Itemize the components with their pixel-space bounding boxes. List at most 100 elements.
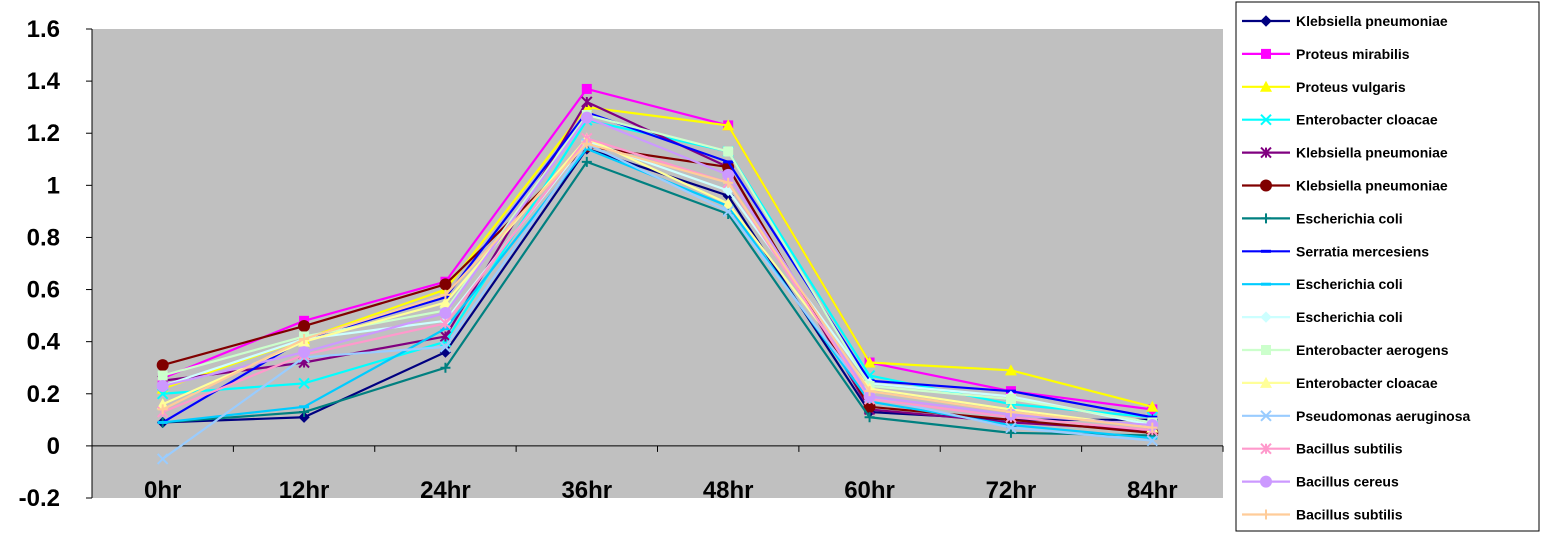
data-point (723, 146, 734, 157)
legend-marker (1260, 376, 1272, 388)
legend-label: Enterobacter cloacae (1296, 375, 1438, 391)
data-point (298, 346, 311, 359)
legend-marker (1261, 213, 1271, 224)
data-point (863, 390, 876, 403)
legend-marker (1261, 509, 1271, 520)
data-point (722, 205, 734, 218)
legend-label: Proteus mirabilis (1296, 46, 1410, 62)
data-point (157, 370, 168, 381)
x-tick-label: 12hr (279, 477, 330, 504)
data-point (1005, 407, 1016, 418)
data-point (723, 160, 734, 164)
data-point (1005, 423, 1016, 427)
legend-marker (1260, 80, 1272, 92)
data-point (722, 197, 735, 209)
series-line (162, 119, 1153, 419)
legend-marker (1260, 442, 1272, 455)
y-tick-label: 1.2 (27, 120, 60, 147)
data-point (156, 453, 169, 465)
data-point (580, 111, 593, 124)
y-tick-label: 0.2 (27, 381, 60, 408)
data-point (157, 420, 168, 424)
legend-item: Enterobacter cloacae (1242, 112, 1438, 128)
series-group (156, 83, 1159, 465)
legend-marker (1260, 146, 1272, 159)
data-point (864, 386, 875, 397)
data-point (156, 398, 169, 410)
legend-marker (1260, 475, 1272, 488)
data-point (298, 320, 311, 333)
legend-item: Bacillus subtilis (1242, 507, 1403, 523)
data-point (1147, 422, 1158, 433)
data-point (1146, 400, 1159, 412)
series-15 (156, 111, 1159, 432)
y-tick-label: 0.4 (27, 329, 61, 356)
legend-item: Escherichia coli (1242, 309, 1403, 325)
y-tick-label: 0 (47, 433, 60, 460)
data-point (439, 317, 452, 330)
data-point (722, 168, 735, 181)
data-point (440, 289, 451, 300)
legend-item: Bacillus cereus (1242, 474, 1399, 490)
legend-marker (1260, 311, 1272, 323)
legend-label: Bacillus subtilis (1296, 441, 1403, 457)
legend-marker (1260, 410, 1272, 422)
legend-item: Enterobacter aerogens (1242, 342, 1449, 358)
x-tick-label: 84hr (1127, 477, 1178, 504)
data-point (863, 356, 876, 368)
data-point (439, 341, 452, 353)
legend-label: Enterobacter cloacae (1296, 112, 1438, 128)
series-16 (157, 138, 1158, 433)
legend-label: Klebsiella pneumoniae (1296, 178, 1448, 194)
x-tick-label: 60hr (844, 477, 895, 504)
series-line (162, 145, 1153, 434)
y-tick-label: 1 (47, 172, 60, 199)
legend-item: Klebsiella pneumoniae (1242, 145, 1448, 161)
legend-marker (1260, 113, 1272, 126)
x-tick-label: 72hr (986, 477, 1037, 504)
legend-label: Escherichia coli (1296, 309, 1403, 325)
legend-item: Escherichia coli (1242, 210, 1403, 226)
data-point (156, 359, 169, 372)
series-line (162, 116, 1153, 427)
series-line (162, 87, 1153, 411)
y-axis: -0.2 0 0.2 0.4 0.6 0.8 1 1.2 1.4 1.6 (19, 16, 93, 512)
x-tick-label: 24hr (420, 477, 471, 504)
series-line (162, 137, 1153, 432)
legend-marker (1261, 345, 1271, 355)
series-line (162, 160, 1153, 437)
legend-label: Escherichia coli (1296, 210, 1403, 226)
data-point (440, 362, 451, 373)
legend-label: Bacillus subtilis (1296, 507, 1403, 523)
data-point (298, 411, 310, 423)
y-tick-label: 0.8 (27, 224, 60, 251)
legend-label: Pseudomonas aeruginosa (1296, 408, 1470, 424)
data-point (299, 405, 310, 409)
legend-marker (1261, 48, 1271, 59)
data-point (439, 296, 452, 308)
data-point (439, 278, 452, 291)
legend-item: Bacillus subtilis (1242, 441, 1403, 457)
data-point (581, 156, 592, 167)
series-line (162, 137, 1153, 429)
data-point (156, 379, 169, 392)
data-point (864, 412, 875, 423)
data-point (1147, 415, 1158, 419)
data-point (581, 83, 592, 94)
legend-label: Bacillus cereus (1296, 474, 1399, 490)
data-point (581, 147, 592, 151)
data-point (1005, 427, 1016, 438)
legend-item: Klebsiella pneumoniae (1242, 13, 1448, 29)
legend-marker (1261, 249, 1271, 253)
x-tick-label: 0hr (144, 477, 181, 504)
series-line (162, 142, 1153, 429)
data-point (299, 407, 310, 418)
data-point (1005, 421, 1017, 434)
legend-label: Escherichia coli (1296, 276, 1403, 292)
data-point (723, 177, 734, 188)
data-point (157, 404, 168, 415)
data-point (1146, 434, 1159, 447)
data-point (299, 334, 310, 345)
legend: Klebsiella pneumoniae Proteus mirabilis Pr… (1235, 1, 1540, 532)
